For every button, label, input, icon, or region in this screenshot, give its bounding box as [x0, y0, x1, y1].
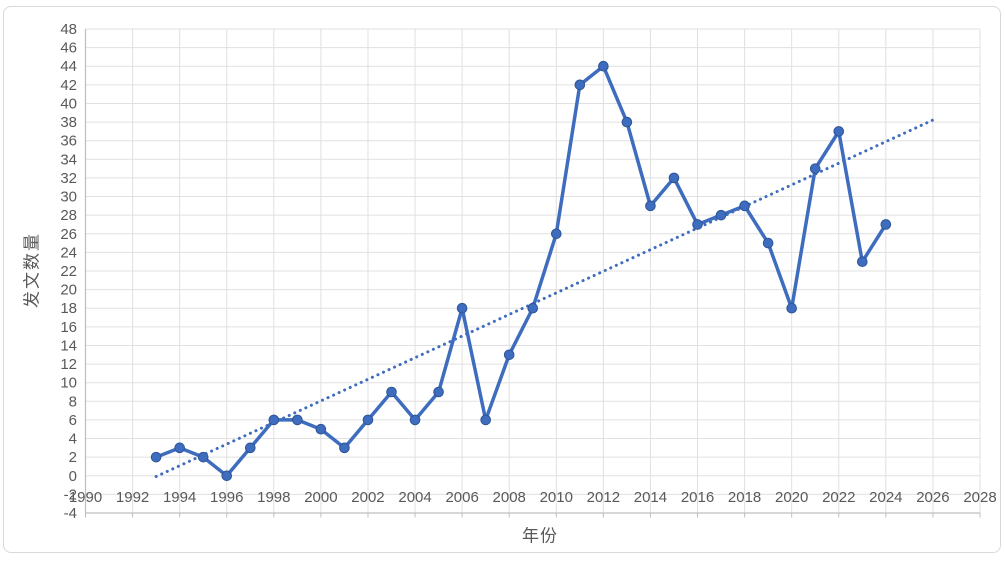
y-tick-label: 22 [60, 263, 77, 280]
y-tick-label: 14 [60, 337, 77, 354]
y-tick-label: 12 [60, 356, 77, 373]
x-tick-label: 2004 [398, 489, 431, 506]
data-point [315, 423, 327, 435]
y-tick-label: 48 [60, 21, 77, 38]
y-tick-label: 16 [60, 319, 77, 336]
y-tick-label: 20 [60, 282, 77, 299]
x-tick-label: 2022 [822, 489, 855, 506]
y-axis-title: 发文数量 [22, 232, 42, 308]
x-tick-label: 2010 [540, 489, 573, 506]
x-tick-label: 2014 [634, 489, 667, 506]
x-tick-label: 2026 [916, 489, 949, 506]
data-point [786, 302, 797, 314]
data-point [809, 163, 821, 174]
data-point [480, 414, 491, 426]
x-tick-label: 2020 [775, 489, 808, 506]
x-tick-label: 2000 [304, 489, 337, 506]
data-point [409, 414, 421, 426]
data-point [268, 414, 280, 426]
x-tick-label: 1996 [210, 489, 243, 506]
data-point [433, 386, 444, 398]
data-point [244, 442, 256, 454]
data-point [292, 414, 303, 426]
y-tick-label: 24 [60, 244, 77, 261]
data-point [386, 386, 397, 398]
data-point [550, 228, 562, 240]
data-point [598, 60, 609, 72]
y-tick-label: 2 [69, 449, 77, 466]
x-tick-label: 1994 [163, 489, 196, 506]
data-point [527, 302, 539, 314]
data-point [503, 349, 515, 361]
data-point [574, 79, 586, 91]
data-point [715, 209, 727, 221]
x-tick-label: 2028 [963, 489, 996, 506]
data-point [621, 116, 633, 128]
y-tick-label: -2 [64, 486, 77, 503]
x-tick-label: 2008 [493, 489, 526, 506]
data-point [857, 256, 868, 267]
y-tick-label: 36 [60, 133, 77, 150]
y-tick-label: 30 [60, 189, 77, 206]
data-point [645, 200, 656, 212]
trend-line [154, 118, 935, 479]
y-tick-label: 28 [60, 207, 77, 224]
y-tick-label: 8 [69, 393, 77, 410]
x-tick-label: 2024 [869, 489, 902, 506]
data-point [668, 172, 680, 184]
data-point [174, 442, 185, 454]
x-tick-label: 1998 [257, 489, 290, 506]
data-point [221, 470, 233, 482]
y-tick-label: -4 [64, 505, 77, 522]
data-point [362, 414, 374, 426]
y-tick-label: 18 [60, 300, 77, 317]
y-tick-label: 46 [60, 40, 77, 57]
data-point [739, 200, 750, 212]
data-point [762, 237, 774, 249]
y-tick-label: 0 [69, 468, 77, 485]
y-tick-label: 42 [60, 77, 77, 94]
y-tick-label: 4 [69, 431, 77, 448]
data-point [833, 126, 845, 137]
data-point [880, 219, 892, 230]
data-point [150, 451, 162, 463]
data-point [456, 302, 468, 314]
x-tick-label: 2002 [351, 489, 384, 506]
x-axis-title: 年份 [522, 526, 558, 546]
x-tick-label: 2006 [445, 489, 478, 506]
x-tick-label: 2018 [728, 489, 761, 506]
y-tick-label: 44 [60, 58, 77, 75]
data-point [197, 451, 209, 463]
y-tick-label: 6 [69, 412, 77, 429]
y-tick-label: 34 [60, 151, 77, 168]
x-tick-label: 2012 [587, 489, 620, 506]
data-point [692, 219, 703, 230]
y-tick-label: 32 [60, 170, 77, 187]
x-tick-label: 1992 [116, 489, 149, 506]
x-tick-label: 1990 [69, 489, 102, 506]
y-tick-label: 40 [60, 95, 77, 112]
y-tick-label: 10 [60, 375, 77, 392]
y-tick-label: 26 [60, 226, 77, 243]
y-tick-label: 38 [60, 114, 77, 131]
data-point [339, 442, 350, 454]
x-tick-label: 2016 [681, 489, 714, 506]
